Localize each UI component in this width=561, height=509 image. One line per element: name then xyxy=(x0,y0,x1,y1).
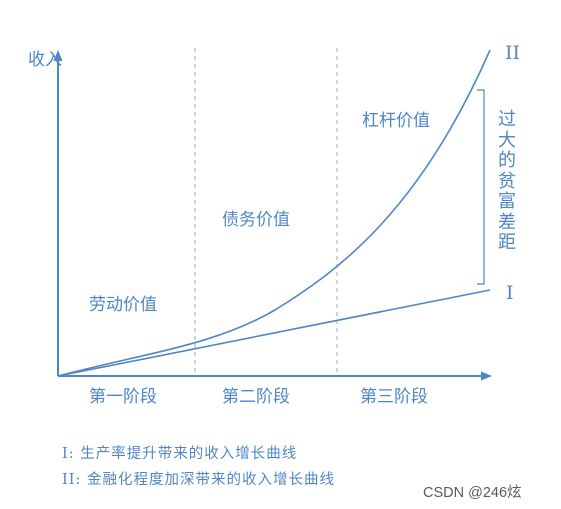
y-axis-arrow xyxy=(53,50,63,61)
curve-i xyxy=(57,289,491,377)
debt-value-label: 债务价值 xyxy=(222,210,290,230)
stage-2-label: 第二阶段 xyxy=(222,387,290,407)
legend-curve-ii: II: 金融化程度加深带来的收入增长曲线 xyxy=(62,472,335,488)
y-axis-label: 收入 xyxy=(28,50,62,70)
curve-ii xyxy=(57,49,491,377)
leverage-value-label: 杠杆价值 xyxy=(362,111,430,131)
curve-i-label: I xyxy=(506,282,514,304)
wealth-gap-label: 过大的贫富差距 xyxy=(498,109,516,253)
curve-ii-label: II xyxy=(505,42,521,64)
legend-curve-i: I: 生产率提升带来的收入增长曲线 xyxy=(62,446,298,462)
gap-bracket xyxy=(477,89,485,285)
labor-value-label: 劳动价值 xyxy=(89,295,157,315)
watermark: CSDN @246炫 xyxy=(423,485,522,501)
stage-3-label: 第三阶段 xyxy=(360,387,428,407)
stage-1-label: 第一阶段 xyxy=(89,387,157,407)
x-axis-arrow xyxy=(481,371,492,381)
